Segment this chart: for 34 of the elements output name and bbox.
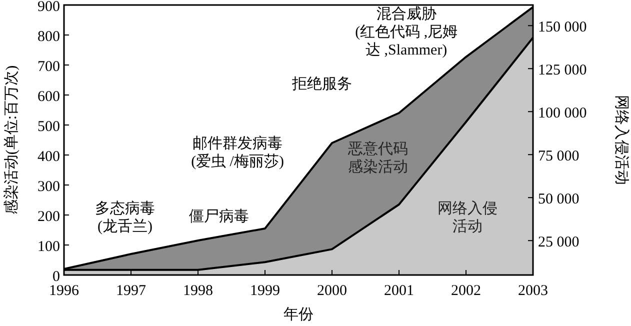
y-tick-label: 400 [38,149,60,165]
annotation: 混合威胁 (红色代码 ,尼姆达 ,Slammer) [355,6,458,58]
y2-tick-label: 25 000 [538,234,580,251]
y-tick-label: 100 [38,239,60,255]
y-tick-label: 500 [38,119,60,135]
y-axis-title: 感染活动(单位:百万次) [3,65,20,215]
y2-tick-label: 100 000 [538,106,587,122]
x-axis-title: 年份 [284,306,314,323]
y-tick-label: 800 [38,29,60,45]
annotation: 多态病毒 (龙舌兰) [94,200,155,235]
y2-tick-label: 150 000 [538,20,587,36]
x-tick-label: 1996 [49,283,80,299]
y-tick-label: 700 [38,59,60,75]
x-tick-label: 1997 [116,283,146,299]
series-label: 网络入侵活动 [437,200,498,235]
y-tick-label: 0 [52,269,60,285]
x-tick-label: 2002 [451,283,481,299]
annotation: 邮件群发病毒 (爱虫 /梅丽莎) [191,135,284,170]
x-tick-label: 2000 [317,283,347,299]
y-tick-label: 200 [38,209,60,225]
x-tick-label: 1998 [183,283,213,299]
y-tick-label: 300 [38,179,60,195]
annotation: 僵尸病毒 [188,208,249,225]
x-tick-label: 2001 [384,283,414,299]
y-tick-label: 900 [38,0,60,15]
series-label: 恶意代码感染活动 [347,140,408,176]
x-tick-label: 1999 [250,283,280,299]
y-tick-label: 600 [38,89,60,105]
y2-axis-title: 网络入侵活动 [613,95,630,185]
y2-tick-label: 50 000 [538,192,580,208]
annotation: 拒绝服务 [290,76,352,93]
x-tick-label: 2003 [518,283,548,299]
y2-tick-label: 125 000 [538,62,587,79]
y2-tick-label: 75 000 [538,148,580,165]
